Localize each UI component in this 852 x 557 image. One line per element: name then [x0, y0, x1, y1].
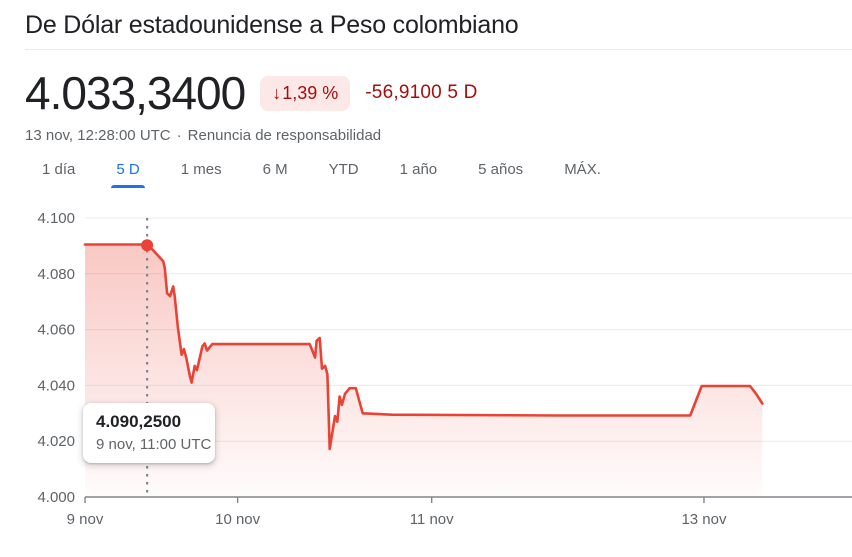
x-axis-label: 11 nov — [410, 511, 454, 528]
tab-5-anos[interactable]: 5 años — [478, 161, 524, 178]
chart-canvas[interactable]: 4.100 4.080 4.060 4.040 4.020 4.000 9 nov 10 no… — [0, 204, 852, 552]
x-axis-label: 13 nov — [681, 511, 727, 528]
timestamp: 13 nov, 12:28:00 UTC — [25, 127, 171, 144]
tab-max[interactable]: MÁX. — [564, 161, 601, 178]
area-fill — [85, 244, 763, 497]
x-axis-label: 10 nov — [215, 511, 261, 528]
price-row: 4.033,3400 ↓ 1,39 % -56,9100 5 D — [0, 50, 852, 116]
change-percent-value: 1,39 % — [282, 82, 339, 103]
page-title: De Dólar estadounidense a Peso colombian… — [25, 11, 519, 39]
title-divider — [25, 49, 852, 50]
price-chart: 4.100 4.080 4.060 4.040 4.020 4.000 9 nov 10 no… — [0, 204, 852, 557]
tab-1-mes[interactable]: 1 mes — [180, 161, 222, 178]
x-axis-label: 9 nov — [67, 511, 104, 528]
y-axis-label: 4.060 — [37, 322, 75, 339]
disclaimer-link[interactable]: Renuncia de responsabilidad — [187, 127, 382, 144]
tab-6m[interactable]: 6 M — [262, 161, 288, 178]
y-axis-label: 4.040 — [37, 377, 75, 394]
change-absolute-value: -56,9100 5 D — [365, 82, 478, 103]
crosshair-dot — [141, 239, 154, 252]
dot-separator: · — [176, 127, 182, 144]
price-value: 4.033,3400 — [25, 67, 246, 119]
tab-1-ano[interactable]: 1 año — [399, 161, 438, 178]
y-axis-label: 4.100 — [37, 210, 75, 227]
tab-5d[interactable]: 5 D — [111, 161, 146, 188]
y-axis-label: 4.080 — [37, 266, 75, 283]
range-tabs: 1 día 5 D 1 mes 6 M YTD 1 año 5 años MÁX… — [0, 144, 852, 188]
price-line — [83, 243, 764, 451]
timestamp-row: 13 nov, 12:28:00 UTC · Renuncia de respo… — [0, 116, 852, 144]
arrow-down-icon: ↓ — [272, 83, 282, 103]
y-axis-label: 4.000 — [37, 489, 75, 506]
active-tab-underline — [111, 185, 146, 188]
change-percent-badge: ↓ 1,39 % — [260, 75, 351, 111]
tab-5d-label: 5 D — [116, 161, 140, 178]
tab-1-dia[interactable]: 1 día — [42, 161, 76, 178]
tab-ytd[interactable]: YTD — [328, 161, 359, 178]
y-axis-label: 4.020 — [37, 433, 75, 450]
